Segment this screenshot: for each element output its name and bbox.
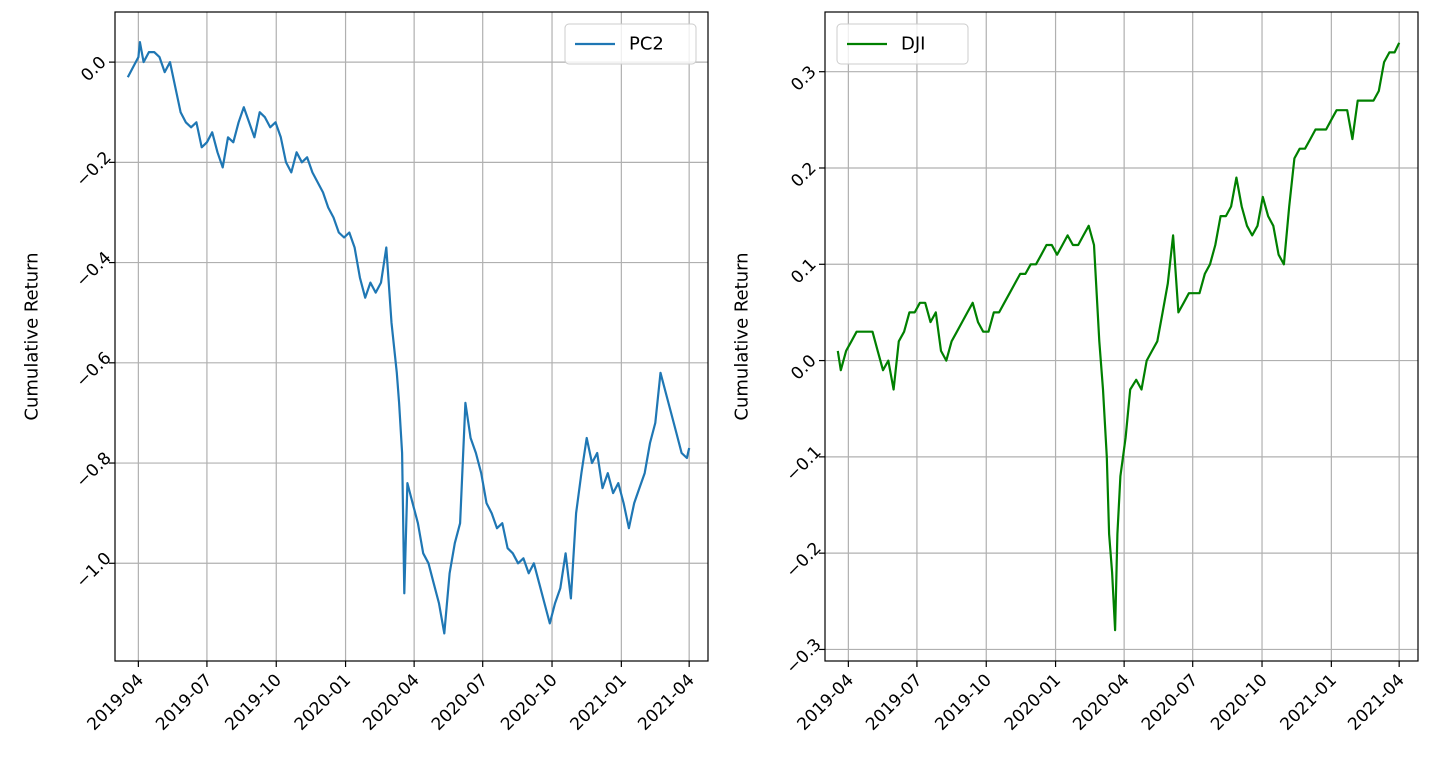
x-tick-label: 2019-04	[794, 670, 858, 734]
x-tick-label: 2021-01	[1277, 670, 1341, 734]
y-tick-label: −0.2	[72, 148, 115, 191]
y-tick-label: 0.0	[77, 53, 110, 86]
x-tick-label: 2020-01	[1001, 670, 1065, 734]
x-tick-label: 2021-04	[1344, 670, 1408, 734]
series-line-pc2	[126, 40, 691, 635]
y-axis-label: Cumulative Return	[732, 252, 753, 420]
y-tick-label: −0.3	[782, 635, 825, 678]
x-tick-label: 2020-07	[1138, 670, 1202, 734]
legend-label: DJI	[901, 34, 925, 55]
x-tick-label: 2020-10	[497, 670, 561, 734]
legend: DJI	[836, 23, 969, 65]
y-tick-label: −0.1	[782, 442, 825, 485]
y-tick-label: −0.8	[72, 448, 115, 491]
y-tick-label: 0.0	[787, 351, 820, 384]
y-axis-label: Cumulative Return	[22, 252, 43, 420]
x-tick-label: 2021-01	[567, 670, 631, 734]
legend-label: PC2	[629, 34, 664, 55]
y-tick-label: −0.2	[782, 539, 825, 582]
legend: PC2	[564, 23, 697, 65]
y-tick-label: −0.6	[72, 348, 115, 391]
legend-box	[836, 23, 969, 65]
chart-panel-dji: 2019-04 2019-07 2019-10 2020-01 2020-04 2020-…	[732, 11, 1419, 735]
x-tick-label: 2020-01	[291, 670, 355, 734]
plot-frame	[114, 11, 709, 662]
y-tick-label: 0.3	[787, 62, 820, 95]
y-tick-label: 0.1	[787, 255, 820, 288]
x-tick-label: 2019-07	[862, 670, 926, 734]
x-tick-label: 2020-07	[428, 670, 492, 734]
x-tick-label: 2019-04	[84, 670, 148, 734]
x-tick-label: 2019-10	[221, 670, 285, 734]
x-tick-label: 2019-07	[152, 670, 216, 734]
y-tick-label: −1.0	[72, 549, 115, 592]
series-line-dji	[836, 42, 1401, 632]
x-tick-label: 2021-04	[634, 670, 698, 734]
x-tick-label: 2019-10	[931, 670, 995, 734]
x-tick-label: 2020-10	[1207, 670, 1271, 734]
x-tick-label: 2020-04	[1069, 670, 1133, 734]
x-tick-label: 2020-04	[359, 670, 423, 734]
plot-frame	[824, 11, 1419, 662]
y-tick-label: 0.2	[787, 158, 820, 191]
y-tick-label: −0.4	[72, 248, 115, 291]
chart-panel-pc2: 2019-04 2019-07 2019-10 2020-01 2020-04 2020-…	[22, 11, 709, 735]
legend-box	[564, 23, 697, 65]
